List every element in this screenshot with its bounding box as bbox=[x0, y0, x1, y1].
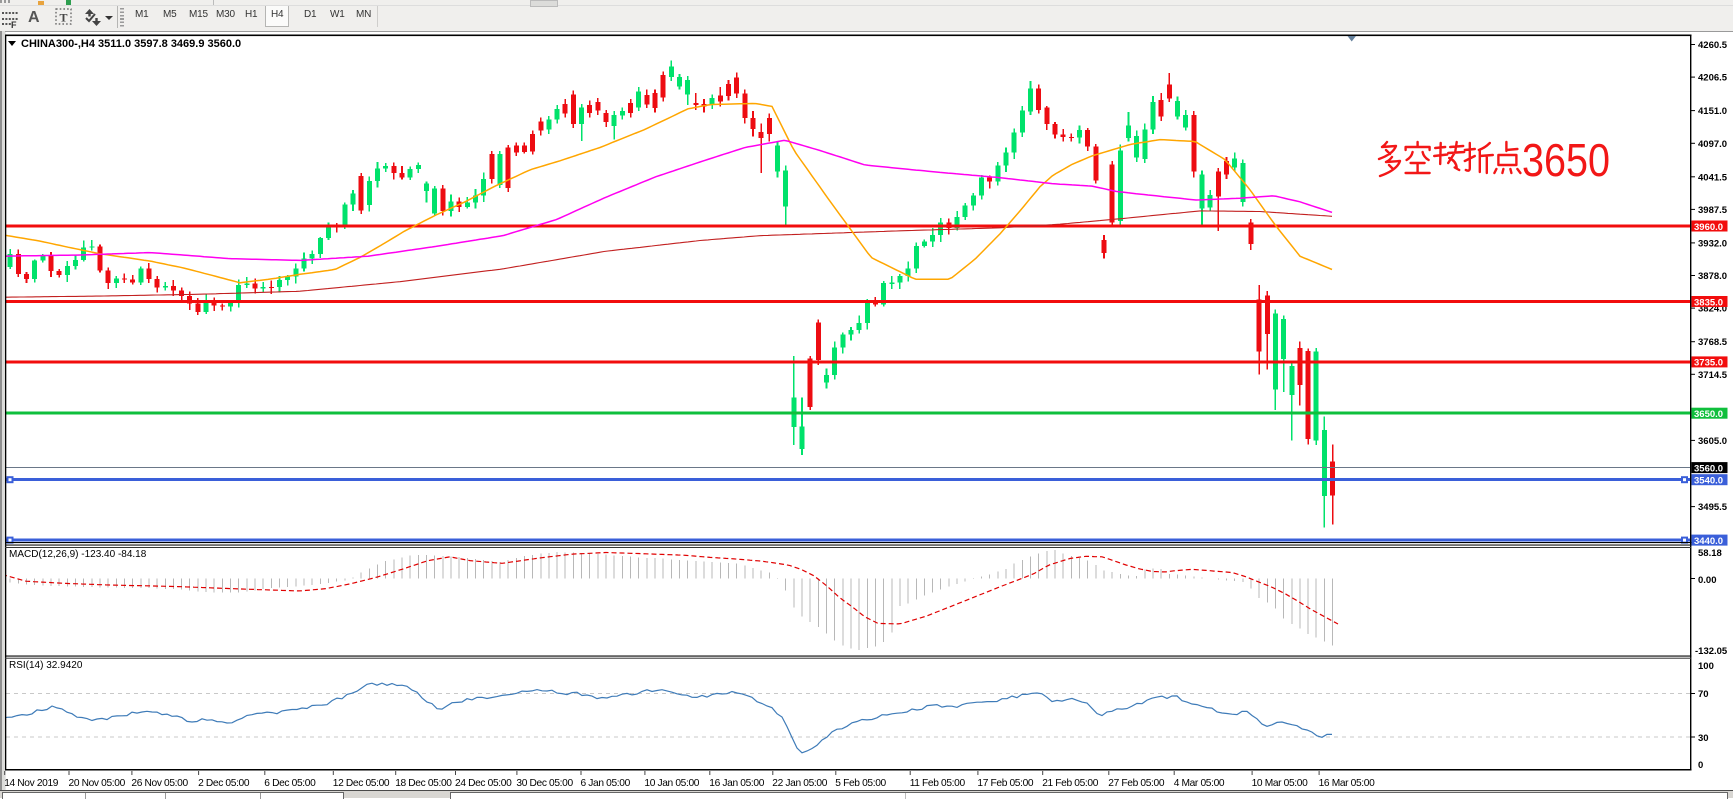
svg-text:F: F bbox=[11, 20, 17, 28]
svg-text:6 Jan 05:00: 6 Jan 05:00 bbox=[581, 778, 631, 789]
svg-text:3540.0: 3540.0 bbox=[1694, 476, 1723, 487]
svg-text:3714.5: 3714.5 bbox=[1698, 370, 1728, 381]
svg-text:70: 70 bbox=[1698, 689, 1709, 700]
svg-text:3932.0: 3932.0 bbox=[1698, 238, 1727, 249]
svg-text:11 Feb 05:00: 11 Feb 05:00 bbox=[910, 778, 966, 789]
svg-text:10 Jan 05:00: 10 Jan 05:00 bbox=[644, 778, 699, 789]
svg-text:MACD(12,26,9) -123.40 -84.18: MACD(12,26,9) -123.40 -84.18 bbox=[9, 549, 147, 560]
svg-text:4041.5: 4041.5 bbox=[1698, 172, 1728, 183]
svg-text:30: 30 bbox=[1698, 733, 1709, 744]
svg-text:17 Feb 05:00: 17 Feb 05:00 bbox=[977, 778, 1034, 789]
svg-text:18 Dec 05:00: 18 Dec 05:00 bbox=[395, 778, 452, 789]
svg-text:2 Dec 05:00: 2 Dec 05:00 bbox=[198, 778, 250, 789]
svg-text:12 Dec 05:00: 12 Dec 05:00 bbox=[333, 778, 390, 789]
svg-text:CHINA300-,H4 3511.0 3597.8 34: CHINA300-,H4 3511.0 3597.8 3469.9 3560.0 bbox=[21, 38, 241, 50]
svg-text:30 Dec 05:00: 30 Dec 05:00 bbox=[516, 778, 573, 789]
svg-text:T: T bbox=[60, 11, 68, 25]
svg-text:3768.5: 3768.5 bbox=[1698, 337, 1728, 348]
svg-text:4260.5: 4260.5 bbox=[1698, 40, 1728, 51]
svg-text:16 Jan 05:00: 16 Jan 05:00 bbox=[709, 778, 764, 789]
svg-text:6 Dec 05:00: 6 Dec 05:00 bbox=[264, 778, 316, 789]
svg-text:3835.0: 3835.0 bbox=[1694, 297, 1723, 308]
svg-text:3440.0: 3440.0 bbox=[1694, 536, 1723, 547]
svg-text:21 Feb 05:00: 21 Feb 05:00 bbox=[1042, 778, 1099, 789]
svg-text:5 Feb 05:00: 5 Feb 05:00 bbox=[835, 778, 886, 789]
svg-text:0: 0 bbox=[1698, 760, 1703, 771]
svg-text:3560.0: 3560.0 bbox=[1694, 463, 1723, 474]
svg-text:3605.0: 3605.0 bbox=[1698, 436, 1727, 447]
svg-text:3960.0: 3960.0 bbox=[1694, 222, 1723, 233]
svg-text:RSI(14) 32.9420: RSI(14) 32.9420 bbox=[9, 660, 83, 671]
svg-text:3650: 3650 bbox=[1522, 134, 1610, 186]
svg-text:3987.5: 3987.5 bbox=[1698, 205, 1728, 216]
svg-text:4097.0: 4097.0 bbox=[1698, 139, 1727, 150]
svg-text:4151.0: 4151.0 bbox=[1698, 106, 1727, 117]
svg-text:-132.05: -132.05 bbox=[1695, 646, 1728, 657]
svg-text:16 Mar 05:00: 16 Mar 05:00 bbox=[1319, 778, 1376, 789]
svg-text:4206.5: 4206.5 bbox=[1698, 73, 1728, 84]
svg-text:14 Nov 2019: 14 Nov 2019 bbox=[4, 778, 59, 789]
svg-text:10 Mar 05:00: 10 Mar 05:00 bbox=[1252, 778, 1309, 789]
svg-text:3650.0: 3650.0 bbox=[1694, 409, 1723, 420]
svg-text:24 Dec 05:00: 24 Dec 05:00 bbox=[455, 778, 512, 789]
svg-text:20 Nov 05:00: 20 Nov 05:00 bbox=[69, 778, 126, 789]
svg-text:26 Nov 05:00: 26 Nov 05:00 bbox=[131, 778, 188, 789]
svg-text:4 Mar 05:00: 4 Mar 05:00 bbox=[1174, 778, 1225, 789]
svg-text:0.00: 0.00 bbox=[1698, 575, 1717, 586]
svg-text:3735.0: 3735.0 bbox=[1694, 358, 1723, 369]
svg-text:22 Jan 05:00: 22 Jan 05:00 bbox=[772, 778, 827, 789]
svg-text:3495.5: 3495.5 bbox=[1698, 502, 1728, 513]
svg-text:58.18: 58.18 bbox=[1698, 548, 1722, 559]
svg-text:3878.0: 3878.0 bbox=[1698, 271, 1727, 282]
svg-text:3824.0: 3824.0 bbox=[1698, 304, 1727, 315]
svg-text:27 Feb 05:00: 27 Feb 05:00 bbox=[1108, 778, 1165, 789]
svg-text:100: 100 bbox=[1698, 661, 1714, 672]
